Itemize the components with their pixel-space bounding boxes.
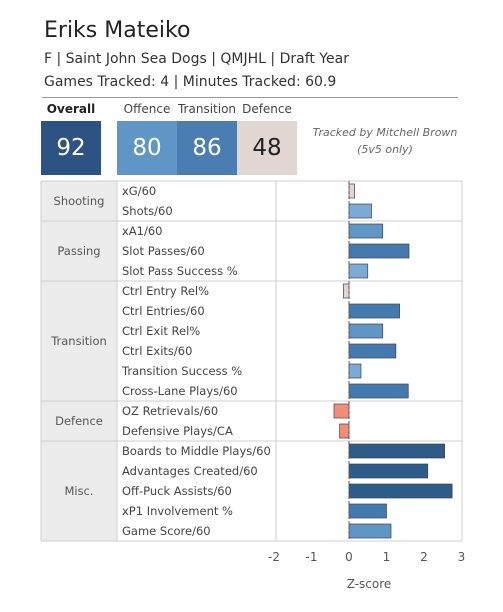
metric-label: Cross-Lane Plays/60 (122, 384, 238, 398)
overall-label: Overall (46, 102, 96, 116)
metric-label: Ctrl Exit Rel% (122, 324, 200, 338)
group-label: Passing (57, 244, 100, 258)
defence-label: Defence (242, 102, 292, 116)
metric-label: Ctrl Exits/60 (122, 344, 192, 358)
bar (333, 403, 350, 419)
metric-label: Ctrl Entries/60 (122, 304, 205, 318)
bar (348, 443, 445, 459)
tracked-scope-text: (5v5 only) (357, 143, 413, 156)
offence-label: Offence (123, 102, 171, 116)
x-tick-label: 2 (420, 550, 428, 564)
metric-label: Transition Success % (121, 364, 242, 378)
metric-label: Ctrl Entry Rel% (122, 284, 209, 298)
bar (348, 463, 429, 479)
group-column-bg (41, 181, 117, 541)
bar (348, 203, 372, 219)
metric-label: xP1 Involvement % (122, 504, 233, 518)
x-axis-label: Z-score (347, 577, 392, 591)
x-tick-label: -1 (306, 550, 318, 564)
x-tick-label: 3 (458, 550, 466, 564)
player-info: F | Saint John Sea Dogs | QMJHL | Draft … (44, 51, 349, 67)
metric-label: Defensive Plays/CA (122, 424, 233, 438)
group-label: Defence (55, 414, 103, 428)
metric-label: Off-Puck Assists/60 (122, 484, 232, 498)
bar (348, 483, 453, 499)
x-tick-label: 1 (383, 550, 391, 564)
bar (348, 343, 397, 359)
tracked-by-note: Tracked by Mitchell Brown (5v5 only) (300, 124, 470, 158)
metric-label: xG/60 (122, 184, 156, 198)
metric-label: xA1/60 (122, 224, 163, 238)
metric-label: Game Score/60 (122, 524, 211, 538)
metric-label: OZ Retrievals/60 (122, 404, 218, 418)
metric-label: Boards to Middle Plays/60 (122, 444, 271, 458)
tracked-by-text: Tracked by Mitchell Brown (312, 126, 458, 139)
bar (348, 303, 400, 319)
bar (343, 283, 350, 299)
tracking-info: Games Tracked: 4 | Minutes Tracked: 60.9 (44, 74, 337, 90)
metric-label: Slot Passes/60 (122, 244, 205, 258)
overall-rating-card: 92 (41, 121, 101, 175)
bar (348, 503, 387, 519)
bar (348, 383, 409, 399)
x-tick-label: 0 (345, 550, 353, 564)
bar (348, 223, 384, 239)
defence-rating-card: 48 (237, 121, 297, 175)
group-label: Shooting (54, 194, 105, 208)
offence-rating-card: 80 (117, 121, 177, 175)
transition-rating-card: 86 (177, 121, 237, 175)
player-name: Eriks Mateiko (44, 18, 191, 43)
metric-label: Advantages Created/60 (122, 464, 258, 478)
bar (348, 263, 369, 279)
bar (348, 363, 362, 379)
metric-label: Slot Pass Success % (122, 264, 238, 278)
x-tick-label: -2 (268, 550, 280, 564)
transition-label: Transition (177, 102, 237, 116)
bar (348, 323, 384, 339)
header-divider (42, 97, 458, 98)
bar (348, 183, 355, 199)
bar (348, 243, 410, 259)
group-label: Misc. (64, 484, 93, 498)
group-label: Transition (50, 334, 107, 348)
bar (348, 523, 392, 539)
bar (339, 423, 350, 439)
metric-label: Shots/60 (122, 204, 173, 218)
